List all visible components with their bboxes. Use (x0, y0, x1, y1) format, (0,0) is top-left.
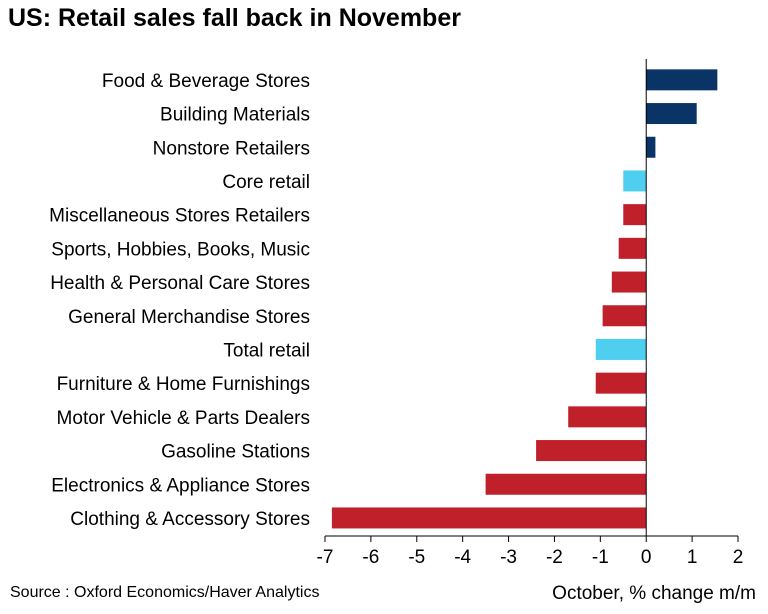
bar (646, 69, 718, 91)
bar (536, 440, 647, 462)
category-label: Gasoline Stations (161, 442, 310, 463)
category-label: Nonstore Retailers (153, 138, 310, 159)
x-tick-label: -2 (546, 547, 563, 568)
bar (331, 507, 647, 529)
bar (595, 338, 647, 360)
bar (618, 237, 647, 259)
x-tick-label: -5 (408, 547, 425, 568)
x-axis-label: October, % change m/m (552, 583, 756, 604)
bar (646, 103, 697, 125)
x-tick-label: -4 (454, 547, 471, 568)
category-label: Health & Personal Care Stores (50, 273, 310, 294)
bar (646, 136, 656, 158)
x-tick-label: -7 (317, 547, 334, 568)
bar (611, 271, 647, 293)
bars-layer (331, 69, 718, 529)
category-label: Furniture & Home Furnishings (57, 374, 310, 395)
category-label: Sports, Hobbies, Books, Music (51, 239, 310, 260)
category-label: Motor Vehicle & Parts Dealers (57, 408, 310, 429)
category-label: Electronics & Appliance Stores (51, 475, 310, 496)
category-label: Food & Beverage Stores (102, 71, 310, 92)
bar (568, 406, 647, 428)
x-tick-label: 1 (687, 547, 698, 568)
category-labels: Food & Beverage Stores Building Materials… (49, 71, 310, 530)
x-tick-label: -3 (500, 547, 517, 568)
source-note: Source : Oxford Economics/Haver Analytic… (10, 584, 320, 601)
x-tick-label: -1 (592, 547, 609, 568)
category-label: Miscellaneous Stores Retailers (49, 206, 310, 227)
x-tick-label: 0 (641, 547, 652, 568)
category-label: Building Materials (160, 105, 310, 126)
category-label: Clothing & Accessory Stores (70, 509, 310, 530)
chart-title: US: Retail sales fall back in November (8, 4, 461, 32)
bar (623, 170, 647, 192)
category-label: General Merchandise Stores (68, 307, 310, 328)
x-tick-label: 2 (733, 547, 744, 568)
bar (623, 204, 647, 226)
category-label: Core retail (222, 172, 310, 193)
bar (595, 372, 647, 394)
bar (602, 305, 647, 327)
x-axis: -7 -6 -5 -4 -3 -2 -1 0 1 2 (317, 59, 744, 568)
x-tick-label: -6 (362, 547, 379, 568)
category-label: Total retail (223, 340, 310, 361)
bar (485, 473, 647, 495)
